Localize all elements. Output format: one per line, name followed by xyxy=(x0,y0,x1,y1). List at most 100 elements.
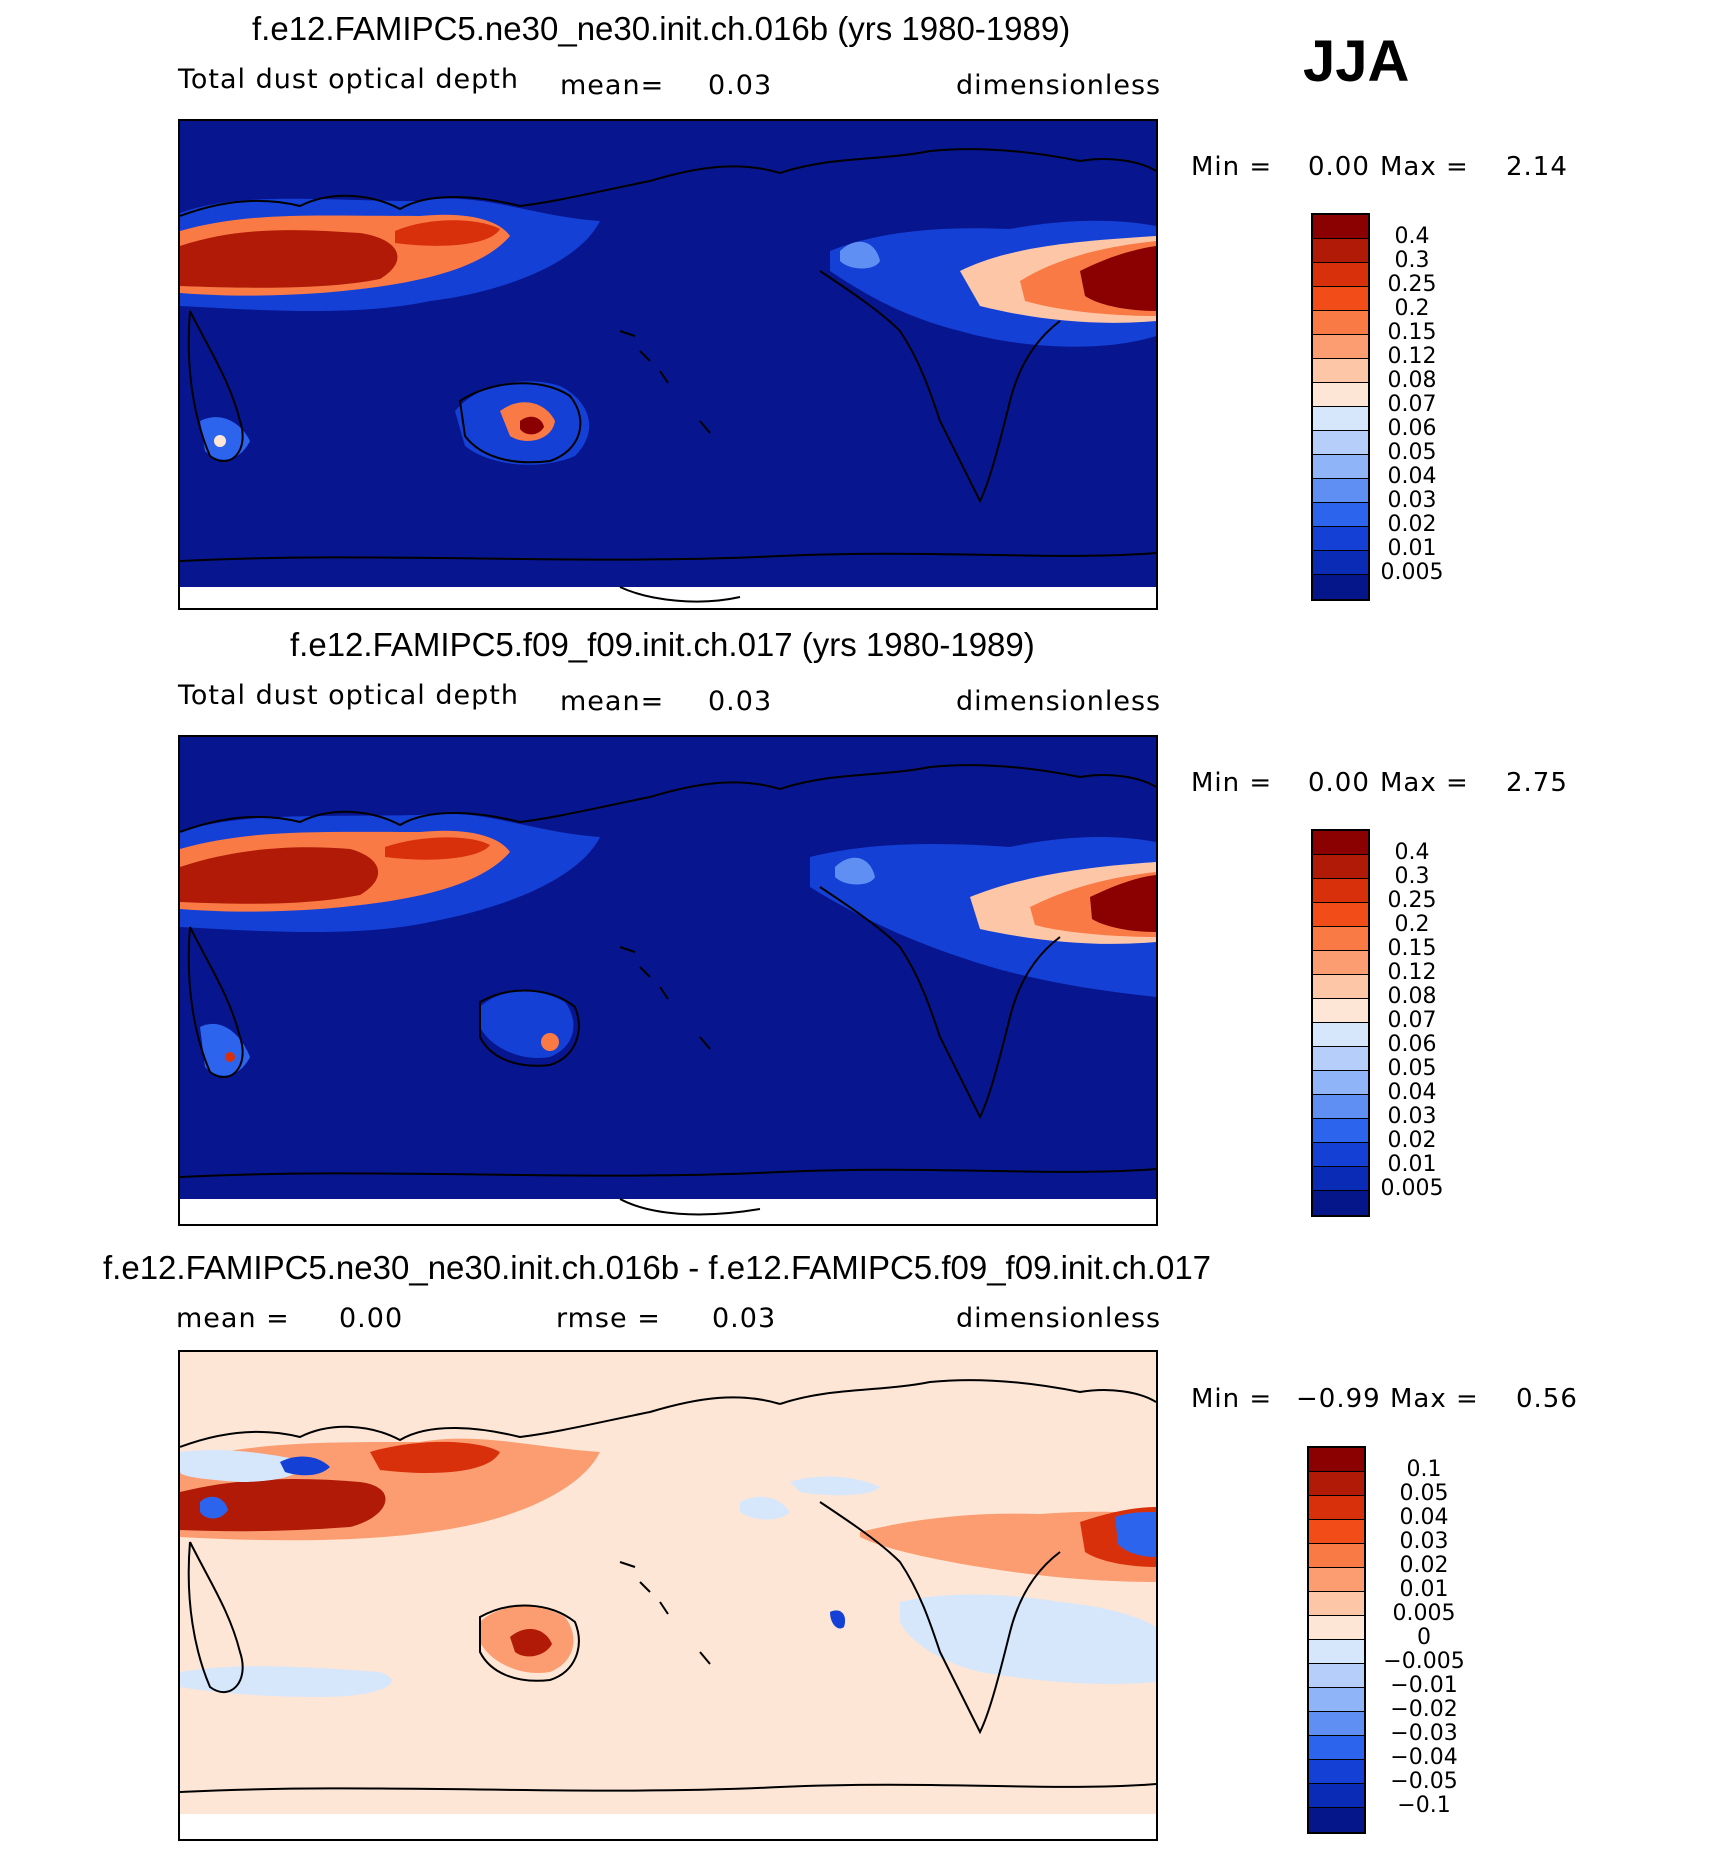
panel1-colorbar-label: 0.03 xyxy=(1387,488,1437,513)
panel2-colorbar-label: 0.2 xyxy=(1394,912,1430,937)
panel1-colorbar-swatch xyxy=(1313,431,1368,455)
panel2-min-label: Min = xyxy=(1191,768,1273,798)
panel2-colorbar-label: 0.12 xyxy=(1387,960,1437,985)
panel1-colorbar-label: 0.12 xyxy=(1387,344,1437,369)
panel3-colorbar-label: 0.1 xyxy=(1406,1457,1442,1482)
panel2-colorbar-swatch xyxy=(1313,855,1368,879)
panel1-colorbar-swatch xyxy=(1313,575,1368,599)
panel1-colorbar-swatch xyxy=(1313,503,1368,527)
panel3-colorbar-swatch xyxy=(1309,1568,1364,1592)
panel3-colorbar-swatch xyxy=(1309,1760,1364,1784)
panel2-colorbar-label: 0.3 xyxy=(1394,864,1430,889)
panel3-colorbar-label: −0.1 xyxy=(1397,1793,1451,1818)
panel3-colorbar-swatch xyxy=(1309,1784,1364,1808)
panel3-min-label: Min = xyxy=(1191,1384,1273,1414)
panel3-colorbar-label: −0.04 xyxy=(1390,1745,1458,1770)
panel2-colorbar-swatch xyxy=(1313,999,1368,1023)
panel2-colorbar-swatch xyxy=(1313,1047,1368,1071)
panel2-colorbar-labels: 0.4 0.3 0.25 0.2 0.15 0.12 0.08 0.07 0.06 0.05 0.0… xyxy=(1372,829,1452,1213)
panel3-colorbar-swatch xyxy=(1309,1616,1364,1640)
panel3-colorbar-label: 0.02 xyxy=(1399,1553,1449,1578)
panel3-colorbar-swatch xyxy=(1309,1736,1364,1760)
panel1-colorbar-label: 0.4 xyxy=(1394,224,1430,249)
panel3-colorbar xyxy=(1307,1446,1366,1834)
panel3-colorbar-swatch xyxy=(1309,1544,1364,1568)
panel3-colorbar-swatch xyxy=(1309,1520,1364,1544)
panel1-colorbar-swatch xyxy=(1313,527,1368,551)
panel2-colorbar-label: 0.01 xyxy=(1387,1152,1437,1177)
panel1-min-label: Min = xyxy=(1191,152,1273,182)
panel1-units: dimensionless xyxy=(956,70,1162,101)
panel2-colorbar-swatch xyxy=(1313,831,1368,855)
panel2-variable: Total dust optical depth xyxy=(178,680,519,711)
panel3-colorbar-label: 0.01 xyxy=(1399,1577,1449,1602)
panel2-colorbar-swatch xyxy=(1313,975,1368,999)
panel2-min-value: 0.00 xyxy=(1308,768,1370,798)
panel1-colorbar-swatch xyxy=(1313,455,1368,479)
panel2-colorbar-swatch xyxy=(1313,879,1368,903)
panel1-min-value: 0.00 xyxy=(1308,152,1370,182)
panel3-mean-value: 0.00 xyxy=(339,1303,404,1334)
panel2-max-label: Max = xyxy=(1380,768,1469,798)
panel3-colorbar-label: −0.01 xyxy=(1390,1673,1458,1698)
panel2-colorbar-label: 0.06 xyxy=(1387,1032,1437,1057)
panel2-mean-value: 0.03 xyxy=(708,686,773,717)
panel3-units: dimensionless xyxy=(956,1303,1162,1334)
panel2-colorbar-label: 0.25 xyxy=(1387,888,1437,913)
panel2-max-value: 2.75 xyxy=(1506,768,1568,798)
panel3-colorbar-swatch xyxy=(1309,1688,1364,1712)
panel2-title: f.e12.FAMIPC5.f09_f09.init.ch.017 (yrs 1… xyxy=(290,626,1035,663)
panel2-colorbar-label: 0.07 xyxy=(1387,1008,1437,1033)
panel3-colorbar-label: −0.03 xyxy=(1390,1721,1458,1746)
panel1-colorbar-label: 0.01 xyxy=(1387,536,1437,561)
panel1-colorbar-label: 0.2 xyxy=(1394,296,1430,321)
panel3-min-value: −0.99 xyxy=(1296,1384,1381,1414)
panel2-colorbar-swatch xyxy=(1313,951,1368,975)
panel1-colorbar-swatch xyxy=(1313,551,1368,575)
panel1-colorbar-label: 0.08 xyxy=(1387,368,1437,393)
panel3-colorbar-label: 0 xyxy=(1417,1625,1431,1650)
panel3-title: f.e12.FAMIPC5.ne30_ne30.init.ch.016b - f… xyxy=(103,1249,1212,1286)
panel3-colorbar-label: −0.02 xyxy=(1390,1697,1458,1722)
panel2-units: dimensionless xyxy=(956,686,1162,717)
panel3-mean-label: mean = xyxy=(176,1303,290,1334)
panel3-rmse-label: rmse = xyxy=(556,1303,661,1334)
panel1-colorbar-swatch xyxy=(1313,479,1368,503)
panel1-colorbar-swatch xyxy=(1313,383,1368,407)
panel3-colorbar-swatch xyxy=(1309,1664,1364,1688)
panel2-mean-label: mean= xyxy=(560,686,665,717)
panel1-colorbar-swatch xyxy=(1313,359,1368,383)
season-label: JJA xyxy=(1303,29,1410,94)
panel2-colorbar-label: 0.03 xyxy=(1387,1104,1437,1129)
panel3-max-label: Max = xyxy=(1390,1384,1479,1414)
panel2-colorbar-swatch xyxy=(1313,1191,1368,1215)
panel3-colorbar-swatch xyxy=(1309,1448,1364,1472)
panel1-colorbar-swatch xyxy=(1313,263,1368,287)
panel1-colorbar-label: 0.06 xyxy=(1387,416,1437,441)
panel3-colorbar-swatch xyxy=(1309,1712,1364,1736)
panel1-mean-label: mean= xyxy=(560,70,665,101)
panel1-variable: Total dust optical depth xyxy=(178,64,519,95)
panel1-colorbar-swatch xyxy=(1313,311,1368,335)
panel1-colorbar-swatch xyxy=(1313,287,1368,311)
panel3-colorbar-label: −0.005 xyxy=(1383,1649,1465,1674)
panel1-colorbar-swatch xyxy=(1313,335,1368,359)
panel1-colorbar xyxy=(1311,213,1370,601)
panel3-colorbar-label: 0.005 xyxy=(1392,1601,1456,1626)
panel1-max-label: Max = xyxy=(1380,152,1469,182)
panel3-map xyxy=(178,1350,1158,1841)
panel2-colorbar-swatch xyxy=(1313,927,1368,951)
panel2-colorbar-swatch xyxy=(1313,1167,1368,1191)
panel1-colorbar-label: 0.3 xyxy=(1394,248,1430,273)
panel3-colorbar-label: 0.03 xyxy=(1399,1529,1449,1554)
panel3-rmse-value: 0.03 xyxy=(712,1303,777,1334)
panel3-colorbar-label: −0.05 xyxy=(1390,1769,1458,1794)
panel2-colorbar-label: 0.02 xyxy=(1387,1128,1437,1153)
panel1-colorbar-label: 0.05 xyxy=(1387,440,1437,465)
panel2-colorbar-label: 0.08 xyxy=(1387,984,1437,1009)
panel1-colorbar-labels: 0.4 0.3 0.25 0.2 0.15 0.12 0.08 0.07 0.06 0.05 0.0… xyxy=(1372,213,1452,597)
panel1-colorbar-label: 0.02 xyxy=(1387,512,1437,537)
panel2-colorbar-swatch xyxy=(1313,1095,1368,1119)
panel1-colorbar-swatch xyxy=(1313,407,1368,431)
panel1-colorbar-label: 0.15 xyxy=(1387,320,1437,345)
